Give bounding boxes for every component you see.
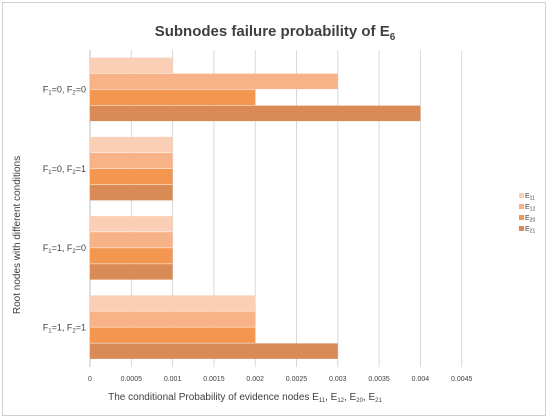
bar-e21-2 — [90, 184, 173, 201]
bar-e20-3 — [90, 248, 173, 264]
x-tick-labels: 0 0.0005 0.001 0.0015 0.002 0.0025 0.003 0.0035… — [88, 376, 472, 383]
legend-swatch-e21 — [519, 226, 524, 231]
bar-e12-4 — [90, 311, 256, 327]
bars — [90, 57, 421, 359]
bar-e20-4 — [90, 327, 256, 343]
legend: E11 E12 E20 E21 — [519, 193, 535, 235]
legend-swatch-e20 — [519, 215, 524, 220]
legend-label-e20: E20 — [525, 215, 535, 224]
y-axis-label: Root nodes with different conditions — [12, 156, 23, 314]
bar-e11-3 — [90, 216, 173, 232]
bar-e12-2 — [90, 152, 173, 169]
x-tick-label: 0.0035 — [368, 376, 390, 383]
x-tick-label: 0.0005 — [121, 376, 143, 383]
y-tick-labels: F1=0, F2=0 F1=0, F2=1 F1=1, F2=0 F1=1, F2=1 — [43, 85, 86, 335]
y-tick-label: F1=1, F2=0 — [43, 243, 86, 255]
legend-swatch-e11 — [519, 193, 524, 198]
bar-e11-4 — [90, 295, 256, 311]
bar-e20-1 — [90, 89, 256, 106]
bar-e21-3 — [90, 264, 173, 280]
y-tick-label: F1=1, F2=1 — [43, 322, 86, 334]
x-tick-label: 0.0015 — [203, 376, 225, 383]
bar-e12-3 — [90, 232, 173, 248]
x-tick-label: 0 — [88, 376, 92, 383]
bar-e21-4 — [90, 343, 338, 359]
x-tick-label: 0.001 — [164, 376, 182, 383]
legend-label-e12: E12 — [525, 204, 535, 213]
bar-e11-2 — [90, 136, 173, 153]
chart-title-sub: 6 — [390, 32, 396, 43]
y-tick-label: F1=0, F2=0 — [43, 85, 86, 97]
bar-e11-1 — [90, 57, 173, 74]
legend-label-e21: E21 — [525, 226, 535, 235]
y-tick-label: F1=0, F2=1 — [43, 164, 86, 176]
chart-title-main: Subnodes failure probability of E — [155, 23, 390, 40]
bar-e12-1 — [90, 73, 338, 90]
x-tick-label: 0.003 — [329, 376, 347, 383]
bar-e20-2 — [90, 168, 173, 185]
legend-label-e11: E11 — [525, 193, 535, 202]
legend-swatch-e12 — [519, 204, 524, 209]
x-tick-label: 0.002 — [246, 376, 264, 383]
bar-e21-1 — [90, 105, 421, 122]
chart-title: Subnodes failure probability of E6 — [155, 23, 396, 43]
x-tick-label: 0.004 — [412, 376, 430, 383]
x-tick-label: 0.0025 — [286, 376, 308, 383]
x-tick-label: 0.0045 — [451, 376, 473, 383]
x-axis-label: The conditional Probability of evidence … — [108, 392, 382, 404]
